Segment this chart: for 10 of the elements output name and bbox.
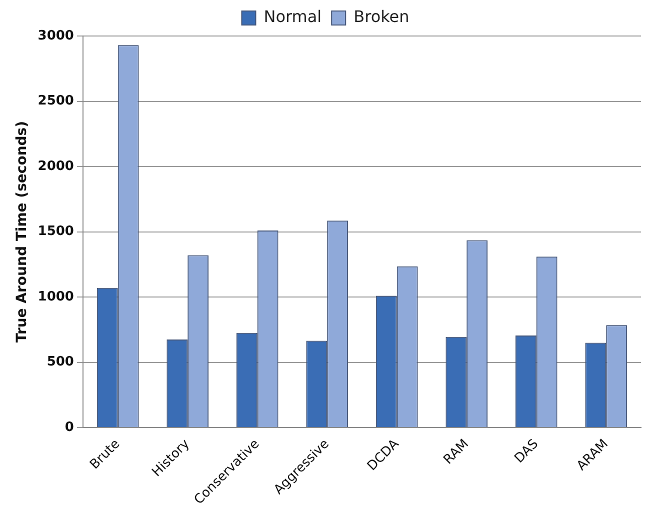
- y-tick-label: 3000: [38, 28, 74, 44]
- y-tick-label: 0: [64, 420, 74, 435]
- y-tick-label: 1500: [38, 224, 74, 240]
- legend-label: Normal: [264, 7, 322, 26]
- y-tick-label: 2000: [38, 158, 74, 174]
- y-tick-label: 500: [46, 354, 74, 370]
- y-tick-label: 2500: [38, 94, 74, 109]
- legend-label: Broken: [354, 7, 410, 26]
- y-tick-label: 1000: [38, 289, 74, 304]
- y-axis-title: True Around Time (seconds): [14, 120, 30, 343]
